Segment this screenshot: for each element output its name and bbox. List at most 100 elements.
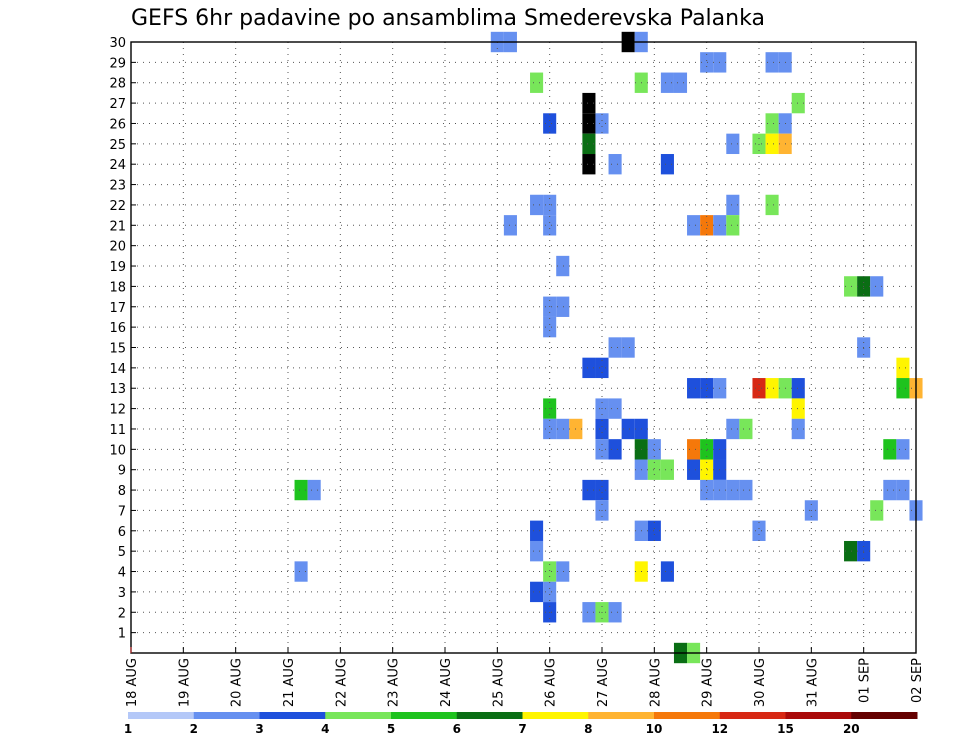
heatmap-cell: [582, 92, 596, 114]
heatmap-cell: [595, 113, 609, 134]
heatmap-cell: [844, 540, 858, 562]
heatmap-cell: [765, 52, 779, 73]
heatmap-cell: [687, 459, 701, 480]
heatmap-cell: [595, 439, 609, 460]
heatmap-cell: [530, 540, 544, 562]
colorbar-label: 20: [843, 722, 860, 736]
heatmap-cell: [883, 439, 897, 460]
heatmap-cells: [294, 31, 923, 664]
heatmap-cell: [791, 418, 805, 440]
heatmap-cell: [739, 418, 753, 440]
heatmap-cell: [791, 398, 805, 419]
y-tick-label: 14: [109, 362, 126, 377]
heatmap-cell: [621, 418, 635, 440]
heatmap-cell: [543, 316, 557, 338]
heatmap-cell: [700, 52, 714, 73]
heatmap-cell: [647, 520, 661, 541]
chart-title: GEFS 6hr padavine po ansamblima Smederev…: [131, 6, 765, 31]
heatmap-cell: [608, 439, 622, 460]
y-tick-label: 22: [109, 199, 126, 214]
colorbar-swatch: [654, 712, 721, 719]
heatmap-cell: [543, 561, 557, 582]
colorbar-swatch: [456, 712, 523, 719]
heatmap-cell: [765, 133, 779, 155]
colorbar-legend: 1 2 3 4 5 6 7 8 10 12 15 20: [124, 712, 918, 736]
x-tick-label: 31 AUG: [805, 658, 820, 707]
heatmap-cell: [726, 133, 740, 155]
heatmap-cell: [595, 418, 609, 440]
heatmap-cell: [608, 337, 622, 358]
colorbar-swatch: [325, 712, 392, 719]
heatmap-cell: [896, 378, 910, 399]
y-tick-label: 24: [109, 158, 126, 173]
x-tick-label: 20 AUG: [230, 658, 245, 707]
x-tick-label: 01 SEP: [858, 658, 873, 703]
y-tick-label: 12: [109, 403, 126, 418]
heatmap-cell: [647, 439, 661, 460]
y-tick-label: 21: [109, 219, 126, 234]
heatmap-cell: [726, 418, 740, 440]
heatmap-cell: [608, 154, 622, 175]
heatmap-cell: [530, 72, 544, 93]
colorbar-label: 4: [321, 722, 329, 736]
x-tick-label: 18 AUG: [125, 658, 140, 707]
heatmap-cell: [687, 378, 701, 399]
y-tick-label: 4: [118, 566, 126, 581]
y-tick-label: 27: [109, 97, 126, 112]
heatmap-cell: [752, 378, 766, 399]
colorbar-label: 3: [255, 722, 263, 736]
x-tick-label: 21 AUG: [282, 658, 297, 707]
grid-lines: [131, 41, 916, 653]
colorbar-swatch: [391, 712, 458, 719]
colorbar-label: 7: [518, 722, 526, 736]
heatmap-cell: [687, 439, 701, 460]
colorbar-label: 1: [124, 722, 132, 736]
y-tick-label: 20: [109, 240, 126, 255]
colorbar-swatch: [193, 712, 260, 719]
heatmap-cell: [582, 154, 596, 175]
heatmap-cell: [556, 418, 570, 440]
heatmap-cell: [896, 479, 910, 501]
heatmap-cell: [896, 357, 910, 379]
colorbar-label: 5: [387, 722, 395, 736]
heatmap-cell: [543, 113, 557, 134]
heatmap-cell: [543, 581, 557, 603]
y-tick-label: 19: [109, 260, 126, 275]
heatmap-cell: [582, 357, 596, 379]
heatmap-cell: [503, 215, 517, 236]
heatmap-cell: [582, 602, 596, 623]
y-tick-label: 17: [109, 301, 126, 316]
heatmap-cell: [700, 378, 714, 399]
plot-frame: [130, 41, 917, 654]
colorbar-swatch: [128, 712, 195, 719]
heatmap-cell: [595, 357, 609, 379]
y-tick-label: 16: [109, 321, 126, 336]
heatmap-cell: [765, 378, 779, 399]
heatmap-cell: [582, 133, 596, 155]
x-tick-label: 02 SEP: [910, 658, 925, 703]
heatmap-cell: [870, 276, 884, 297]
colorbar-swatch: [522, 712, 589, 719]
colorbar-label: 12: [711, 722, 728, 736]
x-axis: 18 AUG 19 AUG 20 AUG 21 AUG 22 AUG 23 AUG 24 A…: [125, 647, 925, 707]
y-tick-label: 11: [109, 423, 126, 438]
heatmap-cell: [870, 500, 884, 521]
x-tick-label: 27 AUG: [596, 658, 611, 707]
colorbar-swatch: [588, 712, 655, 719]
heatmap-cell: [700, 479, 714, 501]
y-tick-label: 3: [118, 586, 126, 601]
heatmap-cell: [294, 479, 308, 501]
heatmap-cell: [294, 561, 308, 582]
y-tick-label: 28: [109, 77, 126, 92]
y-tick-label: 1: [118, 627, 126, 642]
y-tick-label: 30: [109, 36, 126, 51]
heatmap-cell: [608, 398, 622, 419]
heatmap-cell: [647, 459, 661, 480]
x-tick-label: 25 AUG: [491, 658, 506, 707]
y-tick-label: 7: [118, 504, 126, 519]
colorbar-label: 15: [777, 722, 794, 736]
heatmap-cell: [765, 194, 779, 216]
heatmap-cell: [608, 602, 622, 623]
heatmap-cell: [726, 194, 740, 216]
